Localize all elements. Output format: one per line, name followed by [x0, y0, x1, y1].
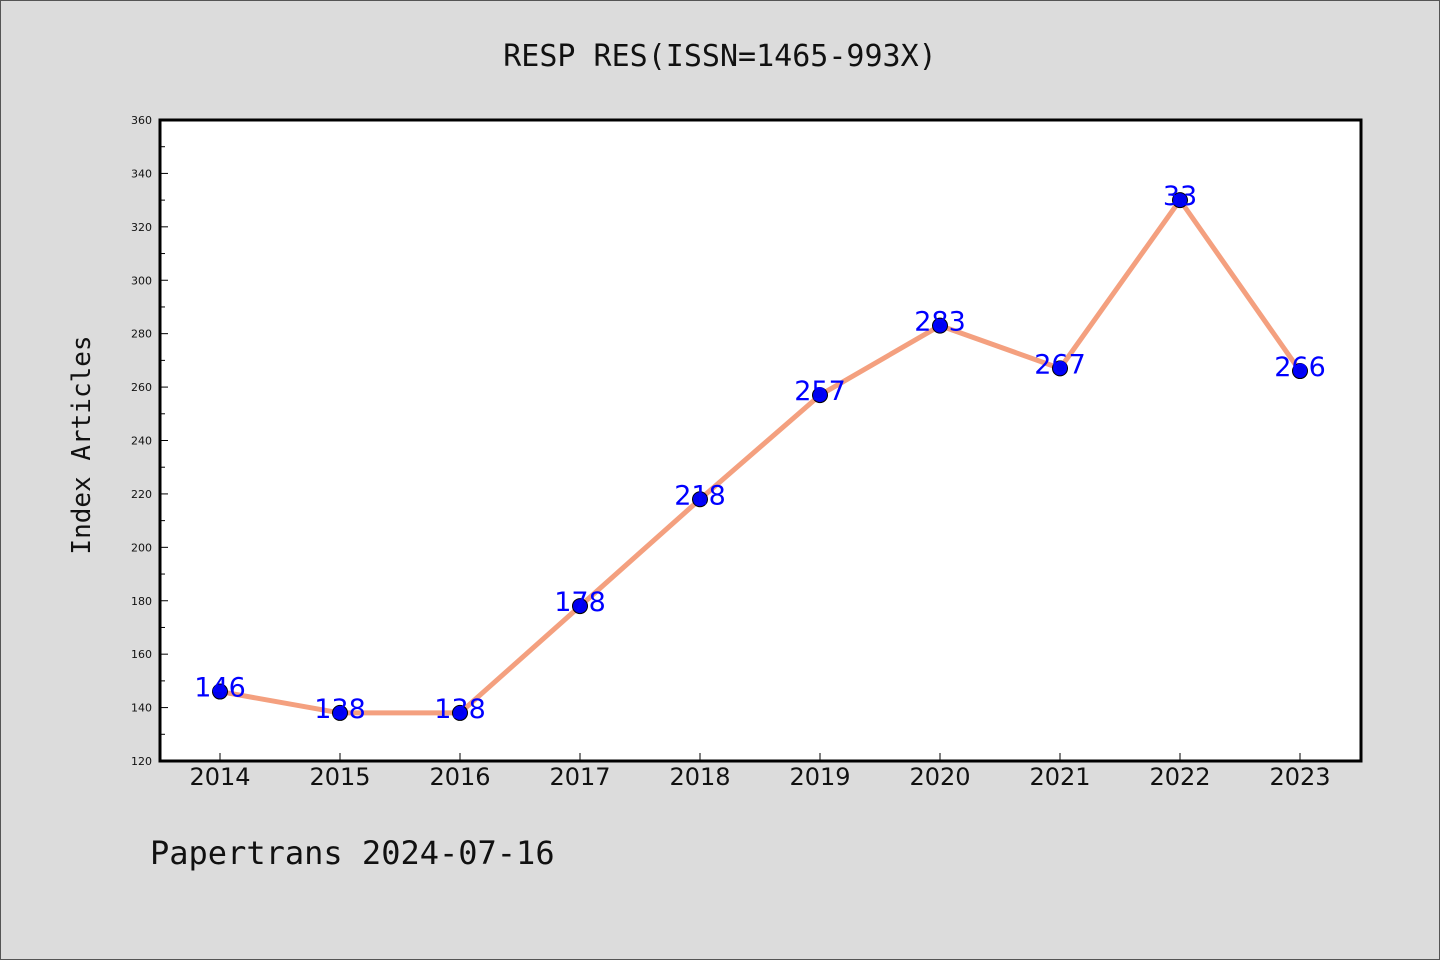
data-label: 267: [1034, 349, 1086, 380]
y-tick-label: 280: [131, 328, 152, 341]
x-axis-ticks: 2014 2015 2016 2017 2018 2019 2020 2021 2022 2023: [189, 753, 1331, 791]
x-tick-label: 2021: [1029, 763, 1090, 791]
data-point-marker: [1292, 363, 1308, 380]
data-point-marker: [812, 387, 828, 404]
y-tick-label: 260: [131, 381, 152, 394]
y-axis-label: Index Articles: [67, 335, 97, 554]
data-point-marker: [212, 683, 228, 700]
data-label: 138: [314, 694, 366, 725]
x-tick-label: 2018: [669, 763, 730, 791]
y-tick-label: 240: [131, 435, 152, 448]
x-tick-label: 2016: [429, 763, 490, 791]
y-tick-label: 360: [131, 114, 152, 127]
data-point-marker: [572, 598, 588, 615]
data-point-marker: [452, 704, 468, 721]
data-point-marker: [1172, 192, 1188, 209]
series-layer: 146 138 138 178 218 257 283 267 33 266: [194, 181, 1326, 725]
footer-credit: Papertrans 2024-07-16: [150, 834, 555, 872]
data-point-marker: [332, 704, 348, 721]
y-tick-label: 180: [131, 595, 152, 608]
y-tick-label: 140: [131, 702, 152, 715]
y-tick-label: 220: [131, 488, 152, 501]
x-tick-label: 2014: [189, 763, 250, 791]
x-tick-label: 2023: [1269, 763, 1330, 791]
data-label: 138: [434, 694, 486, 725]
data-label: 266: [1274, 352, 1326, 383]
plot-area: [158, 118, 1363, 763]
x-tick-label: 2019: [789, 763, 850, 791]
data-point-marker: [932, 317, 948, 334]
x-tick-label: 2017: [549, 763, 610, 791]
y-tick-label: 160: [131, 648, 152, 661]
data-label: 257: [794, 376, 846, 407]
data-label: 178: [554, 587, 606, 618]
y-tick-label: 200: [131, 541, 152, 554]
x-tick-label: 2020: [909, 763, 970, 791]
y-tick-label: 340: [131, 167, 152, 180]
y-axis-ticks: 120 140 160 180 200 220 240 260 280 300 320 340 360: [131, 114, 168, 768]
x-tick-label: 2015: [309, 763, 370, 791]
x-tick-label: 2022: [1149, 763, 1210, 791]
chart-title: RESP RES(ISSN=1465-993X): [503, 39, 936, 74]
series-line: [217, 197, 1303, 716]
data-label: 146: [194, 673, 246, 704]
y-tick-label: 320: [131, 221, 152, 234]
y-tick-label: 300: [131, 274, 152, 287]
data-point-marker: [692, 491, 708, 508]
data-point-marker: [1052, 360, 1068, 377]
data-label: 218: [674, 480, 726, 511]
y-tick-label: 120: [131, 755, 152, 768]
data-label: 33: [1163, 181, 1197, 212]
data-label: 283: [914, 307, 966, 338]
